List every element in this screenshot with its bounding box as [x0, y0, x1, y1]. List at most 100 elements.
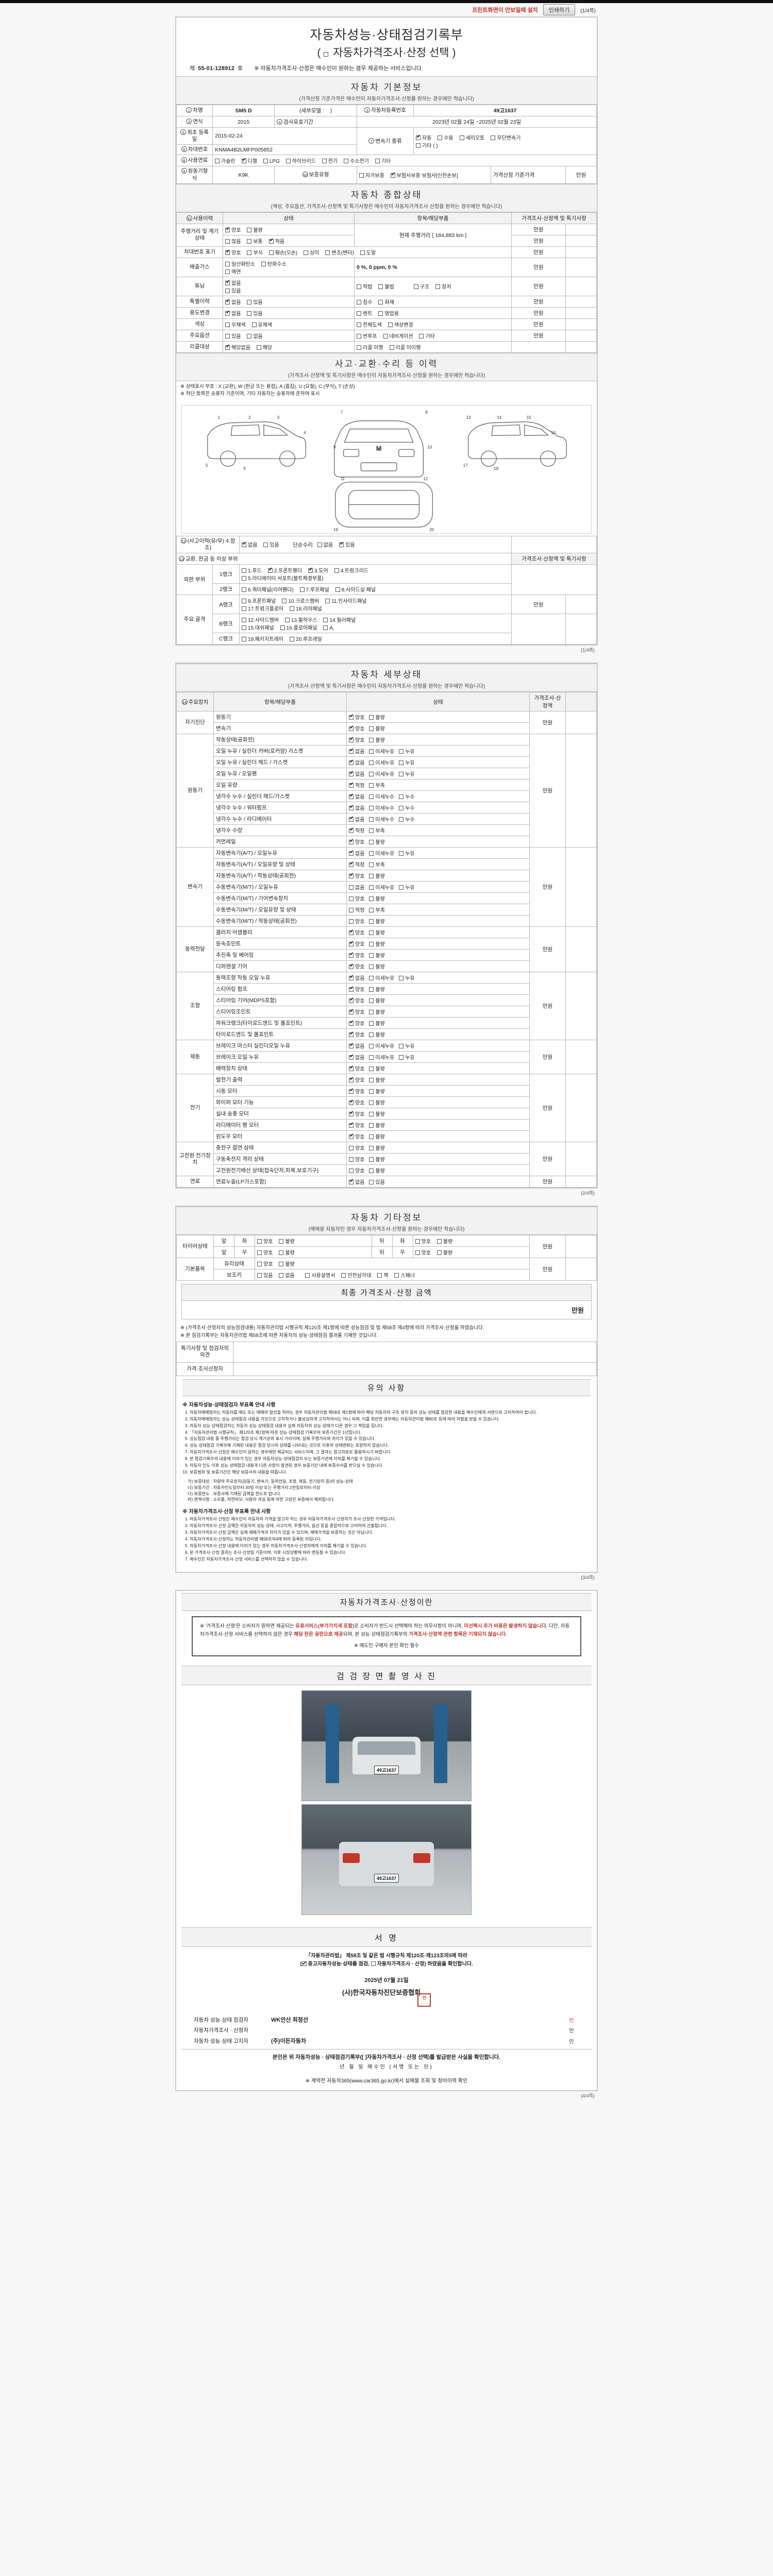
detail-option[interactable]: 양호: [349, 917, 364, 925]
detail-group-price[interactable]: [565, 847, 597, 927]
tire-rl-bad[interactable]: 불량: [436, 1237, 452, 1245]
rank2-sidesill[interactable]: 8.사이드실 패널: [335, 585, 376, 593]
outer-price[interactable]: [511, 564, 597, 596]
detail-option[interactable]: 양호: [349, 962, 364, 970]
rankA-price[interactable]: [565, 595, 597, 615]
special-none[interactable]: 없음: [225, 298, 241, 306]
detail-group-price[interactable]: [565, 1142, 597, 1177]
warranty-opt-1[interactable]: 보험사보증 보험사[신한손보]: [390, 171, 458, 179]
tire-rr-good[interactable]: 양호: [415, 1248, 431, 1256]
detail-option[interactable]: 불량: [369, 1121, 385, 1129]
accident-history-price[interactable]: [511, 536, 597, 554]
mileage-price-1[interactable]: [565, 223, 597, 235]
recall-na[interactable]: 해당없음: [225, 343, 250, 351]
special-fire[interactable]: 화재: [378, 298, 394, 306]
rank1-door[interactable]: 3.도어: [308, 566, 328, 574]
detail-option[interactable]: 양호: [349, 872, 364, 879]
rank1-trunklid[interactable]: 4.트렁크리드: [334, 566, 368, 574]
detail-option[interactable]: 불량: [369, 951, 385, 959]
glass-bad[interactable]: 불량: [279, 1260, 295, 1267]
emission-hc[interactable]: 탄화수소: [261, 260, 287, 267]
recall-yes[interactable]: 해당: [256, 343, 272, 351]
detail-option[interactable]: 불량: [369, 917, 385, 925]
detail-option[interactable]: 적정: [349, 781, 364, 789]
vinmark-altered[interactable]: 변조(변타): [325, 248, 354, 256]
assessor-value[interactable]: [233, 1362, 597, 1376]
vinmark-good[interactable]: 양호: [225, 248, 241, 256]
detail-option[interactable]: 양호: [349, 996, 364, 1004]
detail-option[interactable]: 불량: [369, 1076, 385, 1083]
mileage-good[interactable]: 양호: [225, 226, 241, 233]
detail-option[interactable]: 미세누유: [369, 883, 394, 891]
detail-option[interactable]: 불량: [369, 838, 385, 845]
tuning-structure[interactable]: 구조: [413, 282, 429, 290]
color-fullpaint[interactable]: 전체도색: [357, 320, 382, 328]
usechange-price[interactable]: [565, 307, 597, 319]
detail-option[interactable]: 부족: [369, 906, 385, 913]
mileage-price-2[interactable]: [565, 234, 597, 247]
jack-item[interactable]: 잭: [377, 1271, 388, 1279]
option-nav[interactable]: 네비게이션: [383, 332, 413, 340]
recall-notdone[interactable]: 리콜 미이행: [389, 343, 421, 351]
rankB-wheelhouse[interactable]: 13.휠하우스: [284, 616, 317, 623]
options-none[interactable]: 없음: [247, 332, 263, 340]
detail-option[interactable]: 없음: [349, 883, 364, 891]
tuning-none[interactable]: 없음: [225, 279, 241, 286]
vinmark-rust[interactable]: 부식: [247, 248, 263, 256]
emission-smoke[interactable]: 매연: [225, 267, 241, 275]
detail-option[interactable]: 적정: [349, 860, 364, 868]
detail-option[interactable]: 없음: [349, 747, 364, 755]
option-sunroof[interactable]: 썬루프: [357, 332, 377, 340]
rankC-roofrail[interactable]: 20.루프레일: [290, 635, 322, 642]
detail-option[interactable]: 양호: [349, 736, 364, 743]
detail-group-price[interactable]: [565, 711, 597, 735]
mileage-few[interactable]: 적음: [268, 237, 284, 245]
detail-option[interactable]: 없음: [349, 804, 364, 811]
law-checkbox-price[interactable]: [371, 1961, 376, 1966]
detail-option[interactable]: 양호: [349, 928, 364, 936]
detail-option[interactable]: 양호: [349, 940, 364, 947]
detail-option[interactable]: 불량: [369, 1132, 385, 1140]
detail-option[interactable]: 양호: [349, 1076, 364, 1083]
fuel-opt-5[interactable]: 수소전기: [344, 157, 369, 164]
detail-option[interactable]: 양호: [349, 1098, 364, 1106]
print-button[interactable]: 인쇄하기: [543, 4, 576, 15]
detail-option[interactable]: 불량: [369, 1155, 385, 1163]
detail-option[interactable]: 미세누유: [369, 770, 394, 777]
detail-option[interactable]: 누유: [399, 758, 415, 766]
glass-good[interactable]: 양호: [257, 1260, 273, 1267]
special-yes[interactable]: 있음: [247, 298, 263, 306]
rankB-floorpanel[interactable]: 16.플로어패널: [280, 623, 317, 631]
detail-option[interactable]: 양호: [349, 724, 364, 732]
detail-option[interactable]: 불량: [369, 713, 385, 721]
detail-option[interactable]: 미세누유: [369, 849, 394, 857]
usechange-biz[interactable]: 영업용: [378, 309, 399, 317]
rank1-frontfender[interactable]: 2.프론트휀더: [267, 566, 302, 574]
detail-option[interactable]: 불량: [369, 1098, 385, 1106]
trans-opt-0[interactable]: 자동: [416, 133, 431, 141]
trans-opt-3[interactable]: 무단변속기: [491, 133, 520, 141]
detail-option[interactable]: 양호: [349, 1155, 364, 1163]
color-achromatic[interactable]: 무채색: [225, 320, 246, 328]
detail-option[interactable]: 불량: [369, 1110, 385, 1117]
emission-price[interactable]: [565, 257, 597, 277]
key-yes[interactable]: 있음: [257, 1271, 273, 1279]
detail-option[interactable]: 불량: [369, 985, 385, 993]
detail-option[interactable]: 없음: [349, 1178, 364, 1185]
detail-option[interactable]: 부족: [369, 781, 385, 789]
tire-price[interactable]: [565, 1235, 597, 1259]
trans-opt-4[interactable]: 기타 ( ): [416, 141, 438, 149]
detail-option[interactable]: 불량: [369, 894, 385, 902]
rankA-frontpanel[interactable]: 9.프론트패널: [242, 597, 276, 604]
detail-option[interactable]: 불량: [369, 1144, 385, 1151]
color-chromatic[interactable]: 유채색: [251, 320, 272, 328]
fuel-opt-2[interactable]: LPG: [263, 159, 280, 164]
detail-option[interactable]: 불량: [369, 928, 385, 936]
detail-option[interactable]: 없음: [349, 815, 364, 823]
fuel-opt-4[interactable]: 전기: [322, 157, 338, 164]
key-none[interactable]: 없음: [279, 1271, 295, 1279]
vinmark-diff[interactable]: 상이: [304, 248, 319, 256]
detail-option[interactable]: 있음: [369, 1178, 385, 1185]
rankA-insidepanel[interactable]: 11.인사이드패널: [325, 597, 366, 604]
detail-option[interactable]: 없음: [349, 1042, 364, 1049]
